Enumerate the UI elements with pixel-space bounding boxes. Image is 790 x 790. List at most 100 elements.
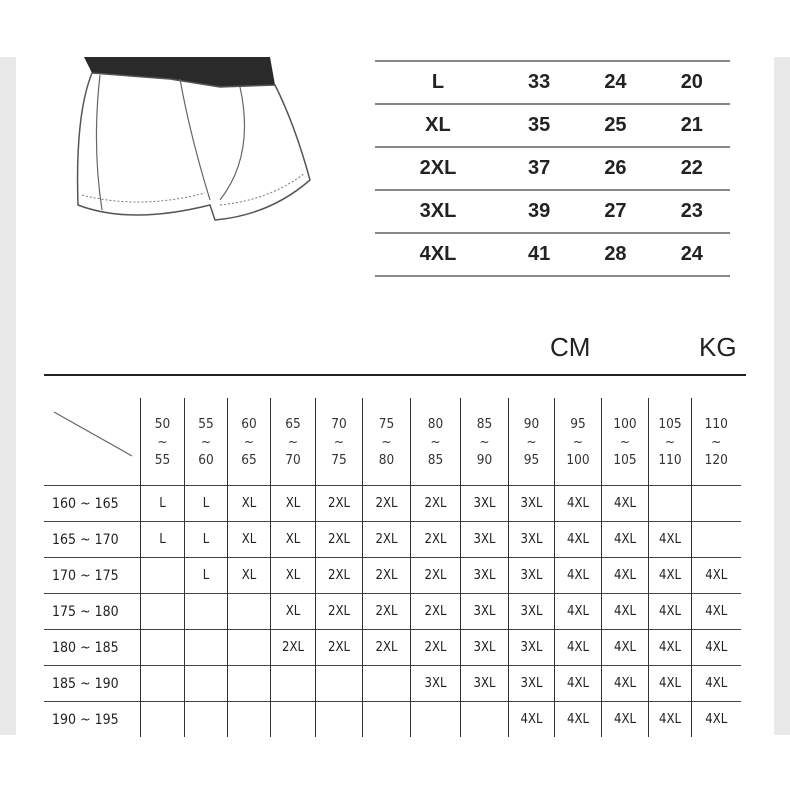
range-tilde: ~ — [200, 433, 212, 450]
size-cell: 3XL — [460, 665, 509, 702]
size-cell: 3XL — [460, 521, 509, 558]
table-row: 170 ~ 175 L XL XL 2XL 2XL 2XL 3XL 3XL 4XL 4XL 4XL 4X… — [44, 557, 741, 594]
size-measurement-table: L 33 24 20 XL 35 25 21 2XL 37 26 22 3XL 39 27 23 4XL 41 28… — [375, 60, 730, 277]
size-cell — [362, 665, 411, 702]
range-tilde: ~ — [479, 433, 490, 450]
size-cell: 4XL — [508, 701, 555, 737]
size-cell: 2XL — [362, 629, 411, 666]
size-cell: XL — [227, 557, 271, 594]
range-min: 70 — [331, 415, 347, 432]
size-cell: 4XL — [691, 665, 741, 702]
size-cell: 4XL — [648, 593, 692, 630]
size-label: 2XL — [375, 146, 501, 190]
size-cell: 3XL — [508, 593, 555, 630]
size-cell: 4XL — [648, 557, 692, 594]
left-margin-bar — [0, 57, 16, 735]
size-cell — [227, 593, 271, 630]
size-cell: 3XL — [508, 629, 555, 666]
weight-range-header: 95 ~100 — [554, 398, 602, 486]
range-max: 70 — [285, 451, 301, 468]
size-cell: XL — [270, 485, 316, 522]
range-min: 100 — [613, 415, 637, 432]
measurement-cell: 33 — [500, 60, 578, 104]
size-cell: 3XL — [508, 557, 555, 594]
range-tilde: ~ — [711, 433, 722, 450]
size-cell: 3XL — [460, 557, 509, 594]
size-cell — [184, 593, 228, 630]
size-cell: L — [184, 557, 228, 594]
measurement-cell: 22 — [653, 146, 730, 190]
range-tilde: ~ — [572, 433, 584, 450]
height-range-label: 185 ~ 190 — [44, 665, 141, 702]
size-cell: 2XL — [315, 629, 363, 666]
size-cell: 4XL — [691, 593, 741, 630]
table-row: 4XL 41 28 24 — [375, 232, 730, 277]
range-min: 60 — [241, 415, 257, 432]
measurement-cell: 26 — [577, 146, 654, 190]
size-recommendation-grid: 50 ~55 55 ~60 60 ~65 65 ~70 70 ~75 75 ~80 80 ~85 85 ~90… — [44, 398, 741, 737]
range-tilde: ~ — [157, 433, 168, 450]
size-cell: 4XL — [601, 629, 649, 666]
size-cell: 2XL — [410, 629, 461, 666]
size-cell — [184, 701, 228, 737]
range-min: 65 — [285, 415, 301, 432]
size-cell — [140, 557, 185, 594]
size-cell — [315, 665, 363, 702]
size-cell — [140, 629, 185, 666]
size-cell: 4XL — [554, 521, 602, 558]
size-cell: 4XL — [691, 557, 741, 594]
weight-range-header: 80 ~85 — [410, 398, 461, 486]
weight-range-header: 60 ~65 — [227, 398, 271, 486]
size-cell — [691, 521, 741, 558]
weight-range-header: 50 ~55 — [140, 398, 185, 486]
measurement-cell: 35 — [500, 103, 578, 147]
size-cell: L — [184, 485, 228, 522]
corner-cell — [44, 398, 141, 486]
range-max: 85 — [427, 451, 444, 468]
table-row: 3XL 39 27 23 — [375, 189, 730, 233]
size-cell: 4XL — [648, 701, 692, 737]
size-cell: L — [184, 521, 228, 558]
size-cell: 4XL — [648, 629, 692, 666]
weight-range-header: 110 ~120 — [691, 398, 741, 486]
size-cell: 3XL — [508, 665, 555, 702]
size-cell: L — [140, 521, 185, 558]
weight-range-header: 65 ~70 — [270, 398, 316, 486]
diagonal-line — [53, 411, 133, 457]
range-tilde: ~ — [243, 433, 255, 450]
range-max: 60 — [198, 451, 214, 468]
size-cell — [410, 701, 461, 737]
size-cell — [227, 629, 271, 666]
measurement-cell: 24 — [653, 232, 730, 277]
size-cell — [140, 665, 185, 702]
divider — [44, 374, 746, 376]
size-label: 3XL — [375, 189, 501, 233]
size-cell — [648, 485, 692, 522]
size-cell: 2XL — [410, 593, 461, 630]
range-min: 55 — [198, 415, 214, 432]
table-row: 160 ~ 165 L L XL XL 2XL 2XL 2XL 3XL 3XL 4XL 4XL — [44, 485, 741, 522]
size-cell — [270, 665, 316, 702]
measurement-cell: 23 — [653, 189, 730, 233]
height-range-label: 175 ~ 180 — [44, 593, 141, 630]
height-range-label: 180 ~ 185 — [44, 629, 141, 666]
size-cell — [184, 629, 228, 666]
size-cell: 4XL — [601, 485, 649, 522]
size-cell: 2XL — [315, 485, 363, 522]
size-cell: 3XL — [508, 485, 555, 522]
range-min: 90 — [523, 415, 540, 432]
size-cell — [227, 665, 271, 702]
range-tilde: ~ — [333, 433, 345, 450]
table-row: 180 ~ 185 2XL 2XL 2XL 2XL 3XL 3XL 4XL 4XL 4XL 4XL — [44, 629, 741, 666]
size-cell: 4XL — [554, 665, 602, 702]
size-cell: 2XL — [315, 593, 363, 630]
size-cell — [140, 593, 185, 630]
measurement-cell: 24 — [577, 60, 654, 104]
weight-range-header: 75 ~80 — [362, 398, 411, 486]
size-label: 4XL — [375, 232, 501, 277]
right-margin-bar — [774, 57, 790, 735]
size-cell: 4XL — [601, 521, 649, 558]
range-min: 80 — [427, 415, 444, 432]
size-cell: 2XL — [315, 521, 363, 558]
table-row: XL 35 25 21 — [375, 103, 730, 147]
